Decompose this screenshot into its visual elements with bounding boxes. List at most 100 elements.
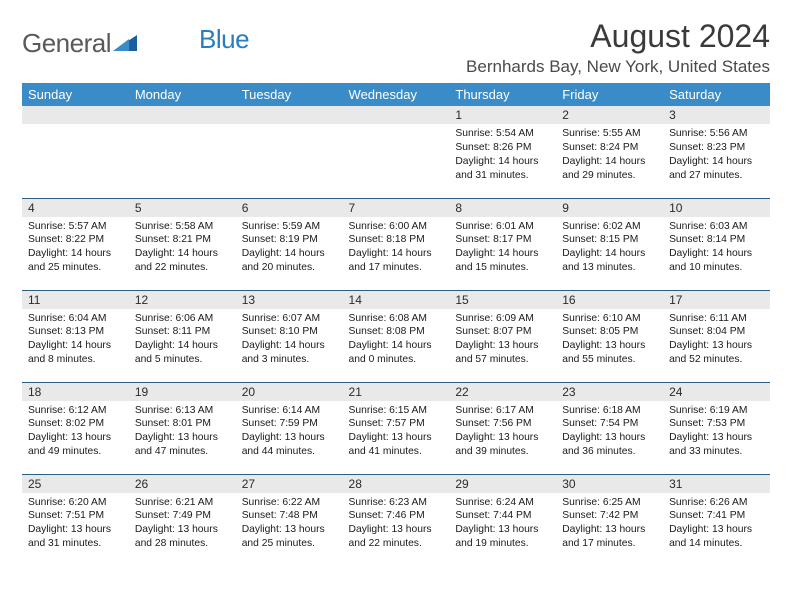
day-number: 6 xyxy=(236,199,343,217)
day-details: Sunrise: 6:04 AMSunset: 8:13 PMDaylight:… xyxy=(22,309,129,372)
calendar-cell: 8Sunrise: 6:01 AMSunset: 8:17 PMDaylight… xyxy=(449,198,556,290)
day-details: Sunrise: 6:11 AMSunset: 8:04 PMDaylight:… xyxy=(663,309,770,372)
day-details: Sunrise: 6:02 AMSunset: 8:15 PMDaylight:… xyxy=(556,217,663,280)
calendar-cell: 21Sunrise: 6:15 AMSunset: 7:57 PMDayligh… xyxy=(343,382,450,474)
day-number: 1 xyxy=(449,106,556,124)
calendar-cell: 16Sunrise: 6:10 AMSunset: 8:05 PMDayligh… xyxy=(556,290,663,382)
day-number: 24 xyxy=(663,383,770,401)
calendar-cell xyxy=(236,106,343,198)
calendar-cell xyxy=(129,106,236,198)
calendar-week-row: 11Sunrise: 6:04 AMSunset: 8:13 PMDayligh… xyxy=(22,290,770,382)
day-details: Sunrise: 6:07 AMSunset: 8:10 PMDaylight:… xyxy=(236,309,343,372)
day-details: Sunrise: 5:58 AMSunset: 8:21 PMDaylight:… xyxy=(129,217,236,280)
location: Bernhards Bay, New York, United States xyxy=(466,57,770,77)
day-number-empty xyxy=(343,106,450,124)
weekday-header: Sunday xyxy=(22,83,129,106)
day-details: Sunrise: 6:22 AMSunset: 7:48 PMDaylight:… xyxy=(236,493,343,556)
day-number: 18 xyxy=(22,383,129,401)
calendar-week-row: 1Sunrise: 5:54 AMSunset: 8:26 PMDaylight… xyxy=(22,106,770,198)
logo: General Blue xyxy=(22,18,249,59)
day-number-empty xyxy=(22,106,129,124)
day-number: 2 xyxy=(556,106,663,124)
logo-triangle-icon xyxy=(113,31,137,56)
calendar-week-row: 25Sunrise: 6:20 AMSunset: 7:51 PMDayligh… xyxy=(22,474,770,566)
calendar-cell: 9Sunrise: 6:02 AMSunset: 8:15 PMDaylight… xyxy=(556,198,663,290)
day-number-empty xyxy=(236,106,343,124)
calendar-cell: 4Sunrise: 5:57 AMSunset: 8:22 PMDaylight… xyxy=(22,198,129,290)
day-number: 15 xyxy=(449,291,556,309)
weekday-header: Tuesday xyxy=(236,83,343,106)
day-number: 16 xyxy=(556,291,663,309)
day-number: 10 xyxy=(663,199,770,217)
logo-text-general: General xyxy=(22,28,111,59)
calendar-table: Sunday Monday Tuesday Wednesday Thursday… xyxy=(22,83,770,566)
day-details: Sunrise: 6:12 AMSunset: 8:02 PMDaylight:… xyxy=(22,401,129,464)
day-number: 12 xyxy=(129,291,236,309)
day-details: Sunrise: 6:18 AMSunset: 7:54 PMDaylight:… xyxy=(556,401,663,464)
day-details: Sunrise: 6:14 AMSunset: 7:59 PMDaylight:… xyxy=(236,401,343,464)
day-details: Sunrise: 5:54 AMSunset: 8:26 PMDaylight:… xyxy=(449,124,556,187)
calendar-cell: 23Sunrise: 6:18 AMSunset: 7:54 PMDayligh… xyxy=(556,382,663,474)
calendar-cell: 7Sunrise: 6:00 AMSunset: 8:18 PMDaylight… xyxy=(343,198,450,290)
day-details: Sunrise: 6:23 AMSunset: 7:46 PMDaylight:… xyxy=(343,493,450,556)
month-title: August 2024 xyxy=(466,18,770,55)
day-details: Sunrise: 6:09 AMSunset: 8:07 PMDaylight:… xyxy=(449,309,556,372)
weekday-header: Saturday xyxy=(663,83,770,106)
calendar-cell: 14Sunrise: 6:08 AMSunset: 8:08 PMDayligh… xyxy=(343,290,450,382)
calendar-cell: 18Sunrise: 6:12 AMSunset: 8:02 PMDayligh… xyxy=(22,382,129,474)
day-number: 25 xyxy=(22,475,129,493)
day-number: 13 xyxy=(236,291,343,309)
header: General Blue August 2024 Bernhards Bay, … xyxy=(22,18,770,77)
day-number: 20 xyxy=(236,383,343,401)
calendar-cell: 30Sunrise: 6:25 AMSunset: 7:42 PMDayligh… xyxy=(556,474,663,566)
calendar-cell: 20Sunrise: 6:14 AMSunset: 7:59 PMDayligh… xyxy=(236,382,343,474)
calendar-cell: 17Sunrise: 6:11 AMSunset: 8:04 PMDayligh… xyxy=(663,290,770,382)
day-number-empty xyxy=(129,106,236,124)
weekday-header: Wednesday xyxy=(343,83,450,106)
day-details: Sunrise: 6:26 AMSunset: 7:41 PMDaylight:… xyxy=(663,493,770,556)
calendar-cell: 13Sunrise: 6:07 AMSunset: 8:10 PMDayligh… xyxy=(236,290,343,382)
day-number: 27 xyxy=(236,475,343,493)
weekday-header-row: Sunday Monday Tuesday Wednesday Thursday… xyxy=(22,83,770,106)
calendar-cell: 12Sunrise: 6:06 AMSunset: 8:11 PMDayligh… xyxy=(129,290,236,382)
day-details: Sunrise: 6:00 AMSunset: 8:18 PMDaylight:… xyxy=(343,217,450,280)
day-number: 11 xyxy=(22,291,129,309)
calendar-cell: 2Sunrise: 5:55 AMSunset: 8:24 PMDaylight… xyxy=(556,106,663,198)
calendar-cell: 24Sunrise: 6:19 AMSunset: 7:53 PMDayligh… xyxy=(663,382,770,474)
day-details: Sunrise: 6:10 AMSunset: 8:05 PMDaylight:… xyxy=(556,309,663,372)
calendar-cell xyxy=(22,106,129,198)
day-details: Sunrise: 6:19 AMSunset: 7:53 PMDaylight:… xyxy=(663,401,770,464)
day-number: 31 xyxy=(663,475,770,493)
day-number: 19 xyxy=(129,383,236,401)
calendar-cell: 11Sunrise: 6:04 AMSunset: 8:13 PMDayligh… xyxy=(22,290,129,382)
calendar-cell: 10Sunrise: 6:03 AMSunset: 8:14 PMDayligh… xyxy=(663,198,770,290)
calendar-cell: 26Sunrise: 6:21 AMSunset: 7:49 PMDayligh… xyxy=(129,474,236,566)
calendar-cell: 19Sunrise: 6:13 AMSunset: 8:01 PMDayligh… xyxy=(129,382,236,474)
day-number: 4 xyxy=(22,199,129,217)
day-details: Sunrise: 6:13 AMSunset: 8:01 PMDaylight:… xyxy=(129,401,236,464)
day-details: Sunrise: 6:06 AMSunset: 8:11 PMDaylight:… xyxy=(129,309,236,372)
calendar-week-row: 18Sunrise: 6:12 AMSunset: 8:02 PMDayligh… xyxy=(22,382,770,474)
day-details: Sunrise: 6:01 AMSunset: 8:17 PMDaylight:… xyxy=(449,217,556,280)
weekday-header: Monday xyxy=(129,83,236,106)
calendar-cell: 27Sunrise: 6:22 AMSunset: 7:48 PMDayligh… xyxy=(236,474,343,566)
day-number: 30 xyxy=(556,475,663,493)
calendar-week-row: 4Sunrise: 5:57 AMSunset: 8:22 PMDaylight… xyxy=(22,198,770,290)
day-number: 22 xyxy=(449,383,556,401)
day-details: Sunrise: 5:57 AMSunset: 8:22 PMDaylight:… xyxy=(22,217,129,280)
day-details: Sunrise: 6:20 AMSunset: 7:51 PMDaylight:… xyxy=(22,493,129,556)
weekday-header: Thursday xyxy=(449,83,556,106)
calendar-cell: 31Sunrise: 6:26 AMSunset: 7:41 PMDayligh… xyxy=(663,474,770,566)
day-number: 5 xyxy=(129,199,236,217)
calendar-cell: 5Sunrise: 5:58 AMSunset: 8:21 PMDaylight… xyxy=(129,198,236,290)
day-details: Sunrise: 6:21 AMSunset: 7:49 PMDaylight:… xyxy=(129,493,236,556)
day-details: Sunrise: 6:03 AMSunset: 8:14 PMDaylight:… xyxy=(663,217,770,280)
day-details: Sunrise: 5:56 AMSunset: 8:23 PMDaylight:… xyxy=(663,124,770,187)
day-details: Sunrise: 6:25 AMSunset: 7:42 PMDaylight:… xyxy=(556,493,663,556)
title-block: August 2024 Bernhards Bay, New York, Uni… xyxy=(466,18,770,77)
day-number: 29 xyxy=(449,475,556,493)
logo-text-blue: Blue xyxy=(199,24,249,55)
day-number: 7 xyxy=(343,199,450,217)
day-number: 14 xyxy=(343,291,450,309)
calendar-cell: 22Sunrise: 6:17 AMSunset: 7:56 PMDayligh… xyxy=(449,382,556,474)
